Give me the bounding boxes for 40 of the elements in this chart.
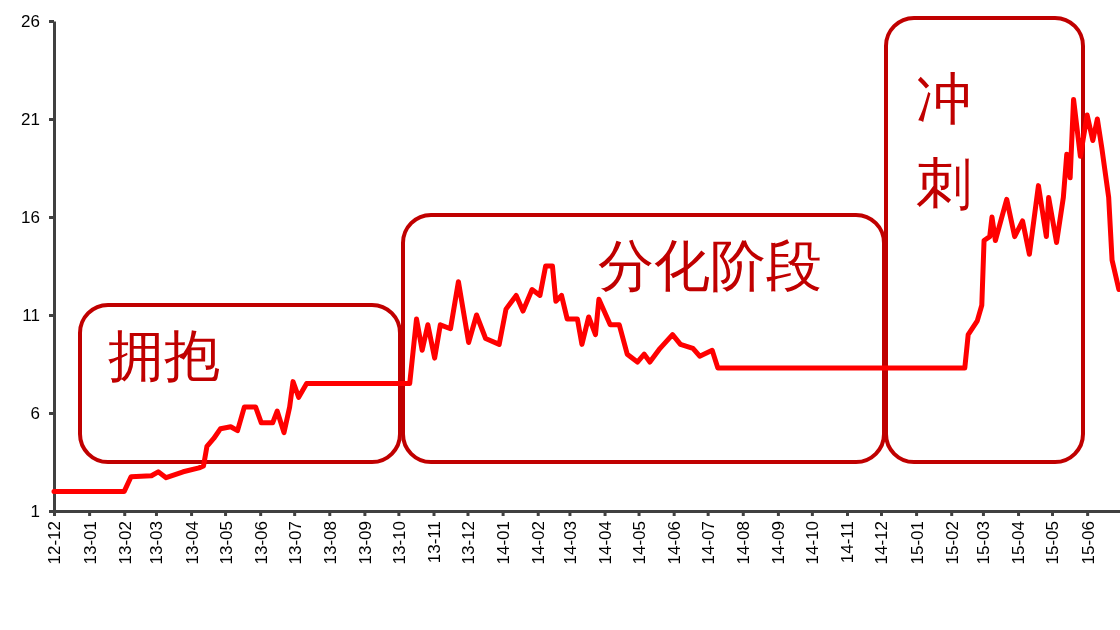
x-tick-label: 15-05 — [1043, 521, 1063, 565]
y-tick-label: 26 — [21, 11, 40, 31]
y-tick-label: 1 — [30, 501, 40, 521]
x-tick-label: 14-06 — [665, 521, 685, 565]
x-tick-label: 13-08 — [320, 521, 340, 565]
x-tick-label: 13-02 — [115, 521, 135, 565]
x-tick-label: 15-01 — [907, 521, 927, 565]
annotation: 分化阶段 — [598, 233, 822, 298]
annotation: 冲刺 — [916, 66, 972, 216]
x-tick-label: 13-01 — [80, 521, 100, 565]
x-tick-label: 15-03 — [974, 521, 994, 565]
x-tick-label: 14-04 — [596, 521, 616, 565]
y-tick-label: 11 — [22, 305, 40, 325]
x-tick-label: 14-12 — [872, 521, 892, 565]
y-tick-label: 21 — [21, 109, 40, 129]
x-tick-label: 13-10 — [389, 521, 409, 565]
y-tick-label: 6 — [30, 403, 40, 423]
x-tick-label: 14-11 — [838, 521, 858, 564]
x-tick-label: 15-04 — [1009, 521, 1029, 565]
x-tick-label: 14-07 — [699, 521, 719, 565]
x-tick-label: 13-07 — [285, 521, 305, 565]
x-tick-label: 13-11 — [424, 521, 444, 564]
x-tick-label: 13-12 — [458, 521, 478, 565]
x-tick-label: 14-09 — [769, 521, 789, 565]
x-tick-label: 14-02 — [529, 521, 549, 565]
x-tick-label: 14-01 — [494, 521, 514, 565]
x-tick-label: 15-06 — [1078, 521, 1098, 565]
x-tick-label: 13-09 — [355, 521, 375, 565]
x-tick-label: 12-12 — [45, 521, 65, 565]
x-tick-label: 13-03 — [147, 521, 167, 565]
x-tick-label: 13-06 — [251, 521, 271, 565]
annotation: 拥抱 — [108, 323, 220, 388]
x-tick-label: 14-10 — [803, 521, 823, 565]
x-tick-label: 14-08 — [734, 521, 754, 565]
x-tick-label: 14-03 — [560, 521, 580, 565]
x-tick-label: 15-02 — [942, 521, 962, 565]
x-tick-label: 13-05 — [216, 521, 236, 565]
x-tick-label: 14-05 — [629, 521, 649, 565]
y-tick-label: 16 — [21, 207, 40, 227]
x-tick-label: 13-04 — [182, 521, 202, 565]
